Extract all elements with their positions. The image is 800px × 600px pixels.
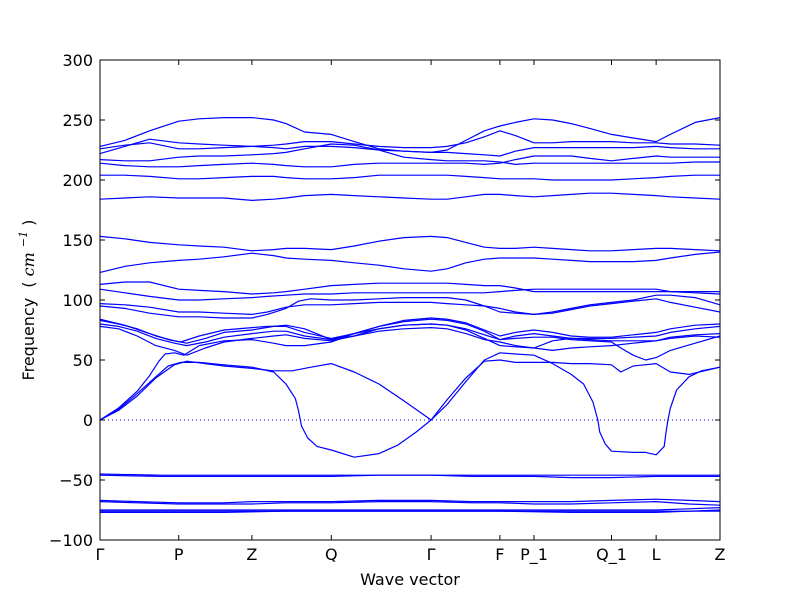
x-tick-label: P_1 xyxy=(520,545,548,565)
band-line-19 xyxy=(99,130,721,150)
band-line-2 xyxy=(99,352,721,458)
band-line-18 xyxy=(99,138,721,157)
x-axis-ticks: Γ P Z Q Γ F P_1 Q_1 L Z xyxy=(96,60,726,565)
y-axis-unit-exponent: −1 xyxy=(17,231,30,247)
band-line-5 xyxy=(99,323,721,361)
y-axis-title: Frequency ( cm −1 ) xyxy=(12,220,38,381)
y-axis-unit-base: cm xyxy=(19,252,38,276)
y-axis-ticks: −100 −50 0 50 100 150 200 250 300 xyxy=(49,51,720,550)
y-tick-label: 150 xyxy=(62,231,93,250)
band-line-24 xyxy=(99,501,721,506)
band-line-23 xyxy=(99,498,721,504)
band-line-4 xyxy=(99,325,721,356)
y-tick-label: 250 xyxy=(62,111,93,130)
band-line-13 xyxy=(99,235,721,252)
x-tick-label: Z xyxy=(715,545,726,564)
y-tick-label: −100 xyxy=(49,531,93,550)
x-tick-label: Q xyxy=(325,545,338,564)
y-tick-label: −50 xyxy=(59,471,93,490)
x-tick-label: Q_1 xyxy=(596,545,627,565)
y-tick-label: 300 xyxy=(62,51,93,70)
phonon-bands xyxy=(99,117,721,513)
band-line-3 xyxy=(99,359,721,421)
band-line-7 xyxy=(99,317,721,343)
band-line-16 xyxy=(99,155,721,168)
y-axis-unit-close: ) xyxy=(19,220,38,226)
x-tick-label: P xyxy=(174,545,184,564)
y-tick-label: 50 xyxy=(73,351,93,370)
band-line-20 xyxy=(99,117,721,153)
band-line-27 xyxy=(99,510,721,513)
y-tick-label: 100 xyxy=(62,291,93,310)
band-line-12 xyxy=(99,251,721,273)
band-line-10 xyxy=(99,288,721,301)
x-tick-label: L xyxy=(652,545,661,564)
band-line-22 xyxy=(99,474,721,479)
band-line-6 xyxy=(99,318,721,344)
x-axis-title: Wave vector xyxy=(360,570,460,589)
x-tick-label: Γ xyxy=(96,545,105,564)
x-tick-label: Γ xyxy=(427,545,436,564)
band-line-14 xyxy=(99,192,721,201)
band-line-15 xyxy=(99,174,721,181)
band-line-11 xyxy=(99,281,721,295)
y-tick-label: 200 xyxy=(62,171,93,190)
band-line-17 xyxy=(99,143,721,165)
y-axis-unit-open: ( xyxy=(19,281,38,287)
y-axis-title-text: Frequency xyxy=(19,298,38,381)
band-line-8 xyxy=(99,297,721,319)
x-tick-label: F xyxy=(495,545,504,564)
plot-frame xyxy=(99,59,721,541)
band-line-9 xyxy=(99,294,721,315)
x-tick-label: Z xyxy=(246,545,257,564)
band-line-25 xyxy=(99,507,721,511)
y-tick-label: 0 xyxy=(83,411,93,430)
